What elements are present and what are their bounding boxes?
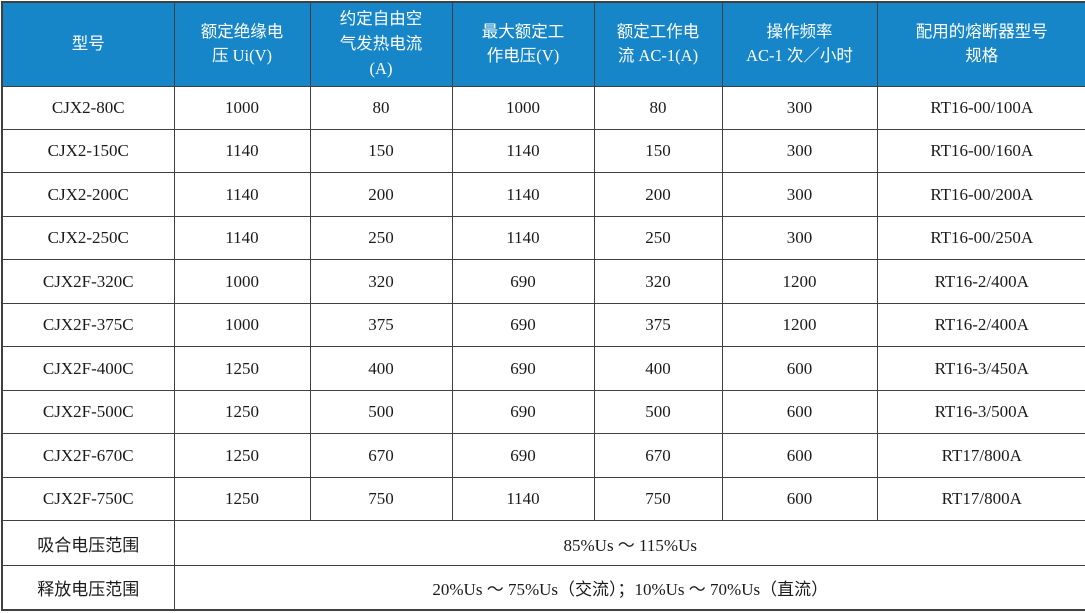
value-cell: 80 [593, 85, 723, 130]
header-fuse-spec: 配用的熔断器型号 规格 [876, 1, 1085, 87]
table-row: CJX2F-320C 1000 320 690 320 1200 RT16-2/400A [1, 259, 1085, 304]
value-cell: 375 [593, 302, 723, 348]
value-cell: 250 [309, 215, 453, 261]
table-row: CJX2F-500C 1250 500 690 500 600 RT16-3/500A [1, 389, 1085, 435]
model-cell: CJX2F-400C [1, 346, 175, 391]
header-model: 型号 [1, 1, 175, 87]
value-cell: RT17/800A [876, 433, 1085, 478]
value-cell: 320 [593, 259, 723, 304]
value-cell: 150 [309, 128, 453, 174]
value-cell: 300 [721, 85, 878, 130]
value-cell: 1200 [721, 302, 878, 348]
value-cell: 750 [593, 476, 723, 522]
header-working-current: 额定工作电 流 AC-1(A) [593, 1, 723, 87]
value-cell: 750 [309, 476, 453, 522]
value-cell: 690 [451, 302, 595, 348]
model-cell: CJX2F-750C [1, 476, 175, 522]
value-cell: 250 [593, 215, 723, 261]
value-cell: 1250 [173, 476, 311, 522]
value-cell: RT16-2/400A [876, 302, 1085, 348]
value-cell: 690 [451, 433, 595, 478]
header-thermal-current: 约定自由空 气发热电流 (A) [309, 1, 453, 87]
value-cell: 690 [451, 259, 595, 304]
value-cell: 670 [593, 433, 723, 478]
model-cell: CJX2-80C [1, 85, 175, 130]
pickup-voltage-label: 吸合电压范围 [1, 520, 175, 566]
table-row: CJX2F-375C 1000 375 690 375 1200 RT16-2/400A [1, 302, 1085, 348]
table-row: CJX2F-670C 1250 670 690 670 600 RT17/800A [1, 433, 1085, 478]
value-cell: 300 [721, 172, 878, 217]
value-cell: 1200 [721, 259, 878, 304]
table-row: CJX2F-400C 1250 400 690 400 600 RT16-3/450A [1, 346, 1085, 391]
value-cell: 1140 [173, 215, 311, 261]
value-cell: 1000 [173, 302, 311, 348]
value-cell: 1140 [451, 215, 595, 261]
header-row: 型号 额定绝缘电 压 Ui(V) 约定自由空 气发热电流 (A) 最大额定工 作… [1, 1, 1085, 87]
value-cell: 150 [593, 128, 723, 174]
value-cell: RT16-00/160A [876, 128, 1085, 174]
value-cell: 1250 [173, 389, 311, 435]
value-cell: 400 [309, 346, 453, 391]
pickup-voltage-value: 85%Us ～ 115%Us [173, 520, 1085, 566]
value-cell: 600 [721, 433, 878, 478]
table-row: CJX2-80C 1000 80 1000 80 300 RT16-00/100A [1, 85, 1085, 130]
value-cell: 1250 [173, 433, 311, 478]
value-cell: 300 [721, 128, 878, 174]
table-row: CJX2F-750C 1250 750 1140 750 600 RT17/800A [1, 476, 1085, 522]
value-cell: RT16-00/100A [876, 85, 1085, 130]
model-cell: CJX2-200C [1, 172, 175, 217]
model-cell: CJX2F-320C [1, 259, 175, 304]
value-cell: 1140 [451, 476, 595, 522]
value-cell: 80 [309, 85, 453, 130]
value-cell: RT16-00/200A [876, 172, 1085, 217]
value-cell: 500 [593, 389, 723, 435]
value-cell: 375 [309, 302, 453, 348]
value-cell: RT16-3/500A [876, 389, 1085, 435]
value-cell: RT16-2/400A [876, 259, 1085, 304]
value-cell: RT16-00/250A [876, 215, 1085, 261]
value-cell: 1140 [173, 172, 311, 217]
header-operation-frequency: 操作频率 AC-1 次／小时 [721, 1, 878, 87]
value-cell: 500 [309, 389, 453, 435]
release-voltage-value: 20%Us ～ 75%Us（交流）；10%Us ～ 70%Us（直流） [173, 564, 1085, 611]
model-cell: CJX2-150C [1, 128, 175, 174]
value-cell: 200 [309, 172, 453, 217]
value-cell: RT17/800A [876, 476, 1085, 522]
model-cell: CJX2F-500C [1, 389, 175, 435]
value-cell: 200 [593, 172, 723, 217]
table-row: CJX2-200C 1140 200 1140 200 300 RT16-00/200A [1, 172, 1085, 217]
footer-row-pickup-voltage: 吸合电压范围 85%Us ～ 115%Us [1, 520, 1085, 566]
model-cell: CJX2F-375C [1, 302, 175, 348]
value-cell: 690 [451, 389, 595, 435]
value-cell: 690 [451, 346, 595, 391]
value-cell: 600 [721, 346, 878, 391]
table-row: CJX2-250C 1140 250 1140 250 300 RT16-00/250A [1, 215, 1085, 261]
header-insulation-voltage: 额定绝缘电 压 Ui(V) [173, 1, 311, 87]
value-cell: 600 [721, 389, 878, 435]
footer-row-release-voltage: 释放电压范围 20%Us ～ 75%Us（交流）；10%Us ～ 70%Us（直… [1, 564, 1085, 611]
value-cell: 1140 [451, 128, 595, 174]
value-cell: 1250 [173, 346, 311, 391]
value-cell: RT16-3/450A [876, 346, 1085, 391]
value-cell: 320 [309, 259, 453, 304]
value-cell: 1000 [173, 259, 311, 304]
value-cell: 300 [721, 215, 878, 261]
value-cell: 1000 [451, 85, 595, 130]
header-max-working-voltage: 最大额定工 作电压(V) [451, 1, 595, 87]
value-cell: 600 [721, 476, 878, 522]
value-cell: 400 [593, 346, 723, 391]
release-voltage-label: 释放电压范围 [1, 564, 175, 611]
table-row: CJX2-150C 1140 150 1140 150 300 RT16-00/160A [1, 128, 1085, 174]
value-cell: 1000 [173, 85, 311, 130]
model-cell: CJX2-250C [1, 215, 175, 261]
value-cell: 1140 [173, 128, 311, 174]
value-cell: 670 [309, 433, 453, 478]
model-cell: CJX2F-670C [1, 433, 175, 478]
value-cell: 1140 [451, 172, 595, 217]
